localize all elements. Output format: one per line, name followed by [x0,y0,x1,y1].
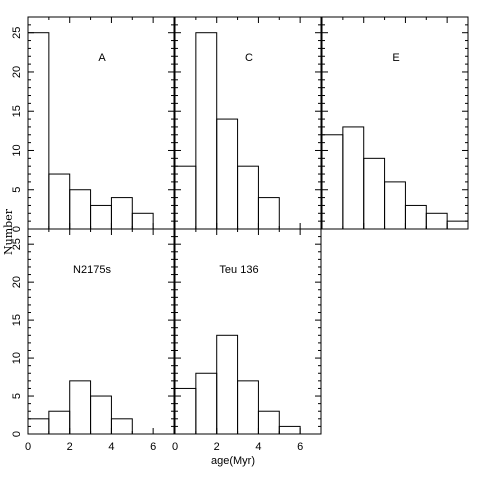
x-tick-label: 2 [67,441,73,453]
histogram-bar [27,418,50,435]
x-axis-label: age(Myr) [211,455,255,467]
y-tick-label: 25 [11,27,23,39]
y-tick-label: 10 [11,144,23,156]
histogram-bar [342,126,365,230]
x-tick-label: 6 [297,441,303,453]
histogram-bar [195,372,218,435]
x-tick-label: 2 [214,441,220,453]
panel-frame [174,16,322,230]
histogram-bar [110,418,133,435]
x-tick-label: 0 [25,441,31,453]
panel-frame [27,16,175,230]
histogram-bar [384,181,406,230]
panel-frame [174,228,322,435]
panel-4: 0 2 4 6 Teu 136 [172,228,322,453]
x-tick-label: 4 [108,441,114,453]
histogram-bar [48,410,71,435]
panel-frame [321,16,469,230]
histogram-bar [48,173,71,230]
y-tick-label: 5 [11,187,23,193]
panel-label: Teu 136 [219,264,258,276]
y-tick-label: 20 [11,66,23,78]
histogram-bar [446,220,469,230]
x-tick-label: 0 [172,441,178,453]
histogram-bar [278,425,301,435]
y-axis-label: Number [2,208,15,255]
histogram-bar [69,189,92,230]
histogram-bar [237,165,259,230]
panel-2: E [321,16,469,230]
y-tick-label: 20 [11,276,23,288]
histogram-bar [363,157,386,230]
histogram-bar [216,118,239,230]
panel-label: N2175s [73,264,111,276]
panel-frame [27,228,175,435]
histogram-bar [110,197,133,230]
histogram-bar [216,334,239,435]
histogram-bar [27,32,50,230]
histogram-bar [90,395,112,435]
y-tick-label: 25 [11,238,23,250]
histogram-bar [195,32,218,230]
histogram-bar [69,380,92,435]
histogram-bar [257,197,280,230]
histogram-bar [90,204,112,230]
panel-label: C [245,52,253,64]
panel-label: E [392,52,399,64]
histogram-bar [425,212,448,230]
panel-label: A [98,52,106,64]
y-tick-label: 15 [11,105,23,117]
histogram-bar [174,387,197,435]
x-tick-label: 6 [150,441,156,453]
histogram-bar [321,134,344,230]
x-tick-label: 4 [255,441,261,453]
panel-0: 0 5 10 15 20 25 A [11,16,175,232]
y-tick-label: 0 [11,226,23,232]
y-tick-label: 15 [11,314,23,326]
histogram-bar [237,380,259,435]
y-tick-label: 0 [11,431,23,437]
y-tick-label: 10 [11,352,23,364]
histogram-bar [174,165,197,230]
histogram-bar [257,410,280,435]
panel-3: 0 5 10 15 20 25 0 2 4 6 N2175s [11,228,175,453]
panel-1: C [174,16,322,230]
y-tick-label: 5 [11,393,23,399]
histogram-bar [404,204,427,230]
histogram-bar [131,212,154,230]
